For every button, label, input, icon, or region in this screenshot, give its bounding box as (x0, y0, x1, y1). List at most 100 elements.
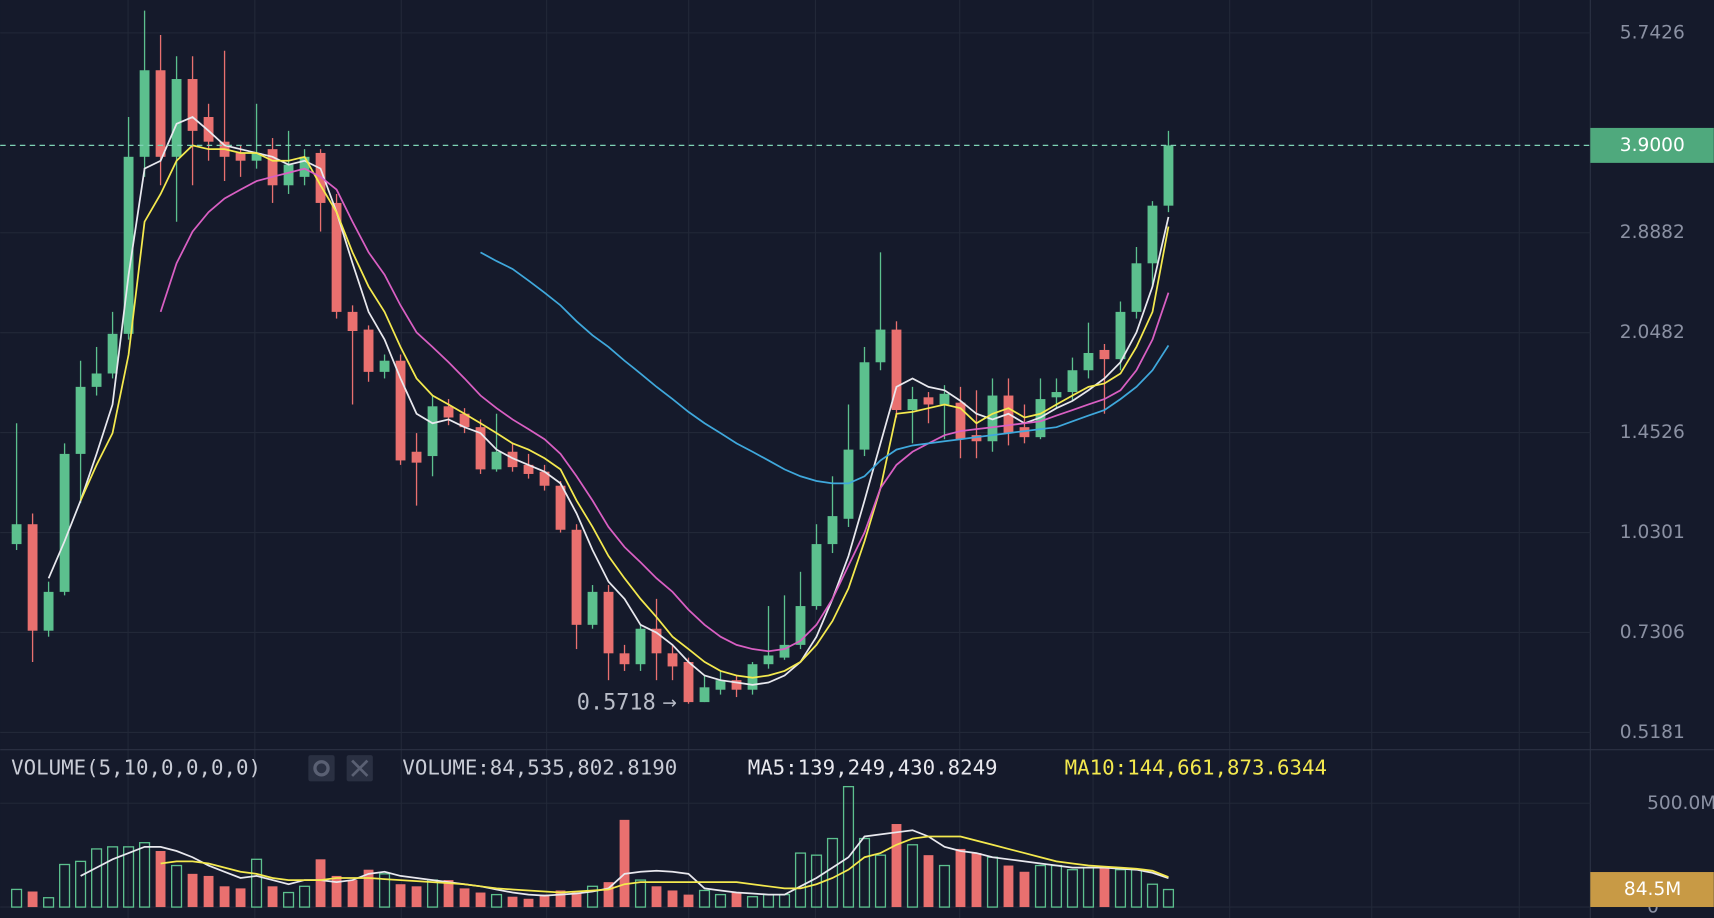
volume-tick-label: 500.0M (1647, 793, 1714, 814)
volume-bar (282, 891, 295, 908)
volume-bar (298, 885, 311, 908)
volume-bar (586, 885, 599, 908)
ma-line (480, 251, 1170, 485)
candle-body (43, 591, 54, 631)
low-annotation: 0.5718 (577, 691, 656, 716)
close-icon (351, 759, 369, 777)
volume-bar (11, 888, 23, 908)
volume-bar (651, 886, 662, 908)
y-tick-label: 5.7426 (1620, 22, 1685, 43)
volume-ma5: MA5:139,249,430.8249 (748, 755, 998, 779)
candle-body (907, 399, 918, 410)
volume-bar (123, 846, 135, 908)
volume-ma10: MA10:144,661,873.6344 (1065, 755, 1327, 779)
candle-body (1067, 370, 1078, 393)
volume-bar (906, 844, 919, 908)
candle-body (571, 529, 582, 625)
candle-body (891, 329, 902, 410)
volume-bar (1146, 883, 1159, 908)
volume-value: VOLUME:84,535,802.8190 (402, 755, 677, 779)
volume-bar (523, 898, 534, 908)
volume-bar (891, 824, 902, 908)
candle-body (667, 653, 678, 667)
volume-ma-line (160, 835, 1169, 894)
volume-bar (395, 884, 406, 908)
candle-body (699, 687, 710, 703)
volume-bar (874, 854, 887, 908)
candle-body (923, 397, 934, 405)
volume-bar (571, 892, 582, 908)
volume-bar (555, 890, 566, 908)
candle-body (171, 79, 182, 157)
candle-body (123, 156, 134, 334)
candle-body (155, 70, 166, 157)
candle-body (859, 362, 870, 450)
candle-body (475, 427, 486, 470)
volume-bar (139, 842, 151, 908)
candle-body (107, 333, 118, 374)
candle-body (347, 311, 358, 332)
volume-bar (235, 888, 246, 908)
volume-bar (1003, 865, 1014, 908)
candle-body (283, 164, 294, 186)
y-tick-label: 1.4526 (1620, 422, 1685, 443)
candle-body (27, 524, 38, 631)
candle-body (763, 655, 774, 665)
volume-bar (746, 896, 759, 908)
candle-body (635, 628, 646, 665)
candle-body (1051, 392, 1062, 398)
candle-body (427, 406, 438, 457)
volume-bar (43, 897, 55, 908)
volume-bar (378, 873, 391, 908)
candle-body (1147, 205, 1158, 264)
candle-body (299, 156, 310, 177)
low-arrow: → (662, 694, 677, 714)
candle-body (1131, 263, 1142, 312)
volume-ma-line (80, 829, 1169, 897)
volume-bar (842, 785, 855, 908)
y-tick-label: 2.8882 (1620, 222, 1685, 243)
indicator-name: VOLUME(5,10,0,0,0,0) (11, 755, 261, 779)
volume-bar (1099, 867, 1110, 908)
candle-body (651, 628, 662, 654)
candle-body (555, 485, 566, 530)
candle-body (715, 680, 726, 690)
volume-bar (75, 860, 87, 908)
volume-bar (91, 848, 103, 908)
y-tick-label: 2.0482 (1620, 322, 1685, 343)
candle-body (603, 591, 614, 654)
volume-bar (634, 879, 647, 908)
volume-bar (459, 888, 470, 908)
volume-tick-label: 0 (1647, 897, 1659, 918)
volume-bar (698, 889, 711, 908)
volume-bar (794, 852, 807, 908)
volume-bar (714, 893, 727, 908)
candle-body (1019, 427, 1030, 438)
candle-body (683, 661, 694, 703)
volume-bar (938, 864, 951, 908)
candle-body (59, 453, 70, 592)
volume-bars (11, 785, 1175, 908)
ma-line (47, 116, 1170, 686)
candle-body (1163, 145, 1174, 206)
candle-body (379, 360, 390, 372)
y-tick-label: 0.5181 (1620, 722, 1685, 743)
candle-body (235, 152, 246, 161)
candle-body (731, 680, 742, 690)
volume-bar (971, 853, 982, 908)
volume-bar (1162, 888, 1175, 908)
candle-body (939, 393, 950, 405)
candle-body (443, 406, 454, 418)
settings-button[interactable] (308, 755, 335, 782)
settings-icon (313, 760, 330, 777)
volume-bar (667, 890, 678, 908)
candle-body (971, 435, 982, 442)
axis: 5.7426 2.8882 2.0482 1.4526 1.0301 0.7306 0.51… (1620, 22, 1714, 917)
ma-line (159, 167, 1170, 653)
candle-body (587, 591, 598, 625)
candle-body (91, 373, 102, 387)
volume-bar (443, 880, 454, 908)
volume-bar (315, 859, 326, 908)
volume-bar (267, 886, 278, 908)
